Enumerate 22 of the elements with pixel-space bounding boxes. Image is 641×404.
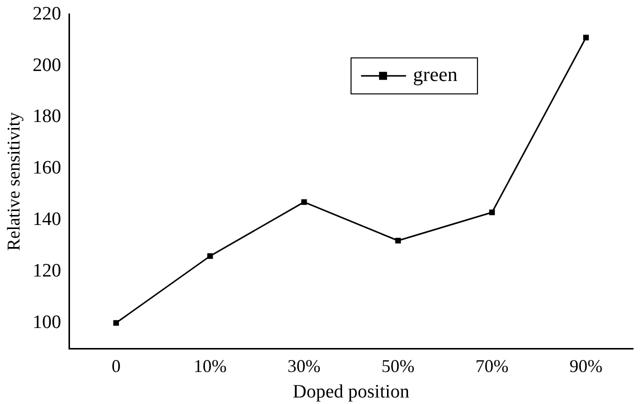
x-tick-label: 90%: [570, 356, 603, 376]
y-tick-label: 140: [32, 209, 62, 230]
point: [395, 238, 401, 244]
y-axis-title: Relative sensitivity: [4, 112, 24, 251]
y-tick-label: 100: [32, 312, 62, 333]
x-tick-label: 30%: [288, 356, 321, 376]
y-tick-label: 180: [32, 106, 62, 128]
x-tick-label: 0: [112, 356, 121, 376]
point: [583, 34, 589, 40]
y-tick-label: 120: [32, 260, 62, 282]
x-axis-title: Doped position: [292, 382, 410, 403]
y-tick-label: 220: [32, 3, 62, 24]
y-tick-label: 200: [32, 54, 62, 76]
x-tick-label: 50%: [382, 356, 415, 376]
y-tick-label: 160: [32, 158, 62, 179]
legend-label: green: [413, 64, 458, 86]
point: [113, 320, 119, 326]
point: [489, 210, 495, 216]
point: [301, 199, 307, 205]
x-tick-label: 10%: [194, 356, 227, 376]
x-tick-label: 70%: [476, 356, 509, 376]
point: [207, 253, 213, 259]
